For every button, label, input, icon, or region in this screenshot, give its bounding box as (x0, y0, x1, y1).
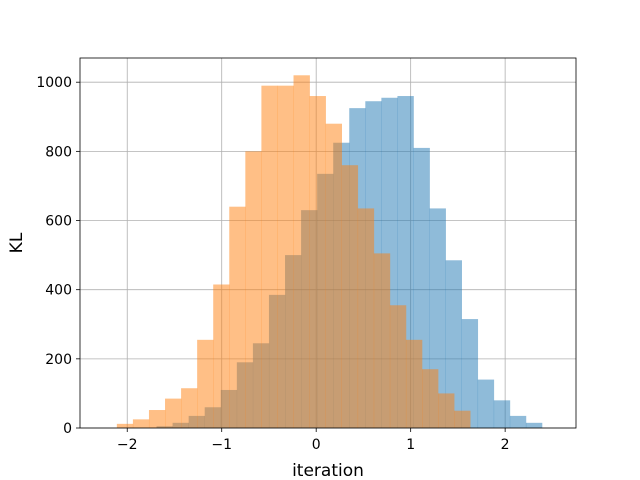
histogram-bar-series-2 (181, 388, 198, 428)
y-axis-label: KL (7, 232, 27, 253)
y-tick-label: 400 (45, 283, 72, 299)
axes-frame (79, 57, 577, 429)
histogram-bars (116, 75, 543, 429)
histogram-bar-series-2 (389, 305, 407, 428)
histogram-bar-series-2 (116, 423, 134, 428)
histogram-bar-series-2 (309, 96, 326, 428)
histogram-bar-series-2 (213, 284, 230, 428)
histogram-bar-series-2 (422, 369, 439, 428)
y-tick-label: 0 (63, 421, 72, 437)
y-tick-label: 600 (45, 214, 72, 230)
x-tick-label: 1 (406, 437, 415, 453)
histogram-bar-series-1 (477, 379, 495, 428)
histogram-bar-series-2 (325, 123, 342, 429)
histogram-bar-series-1 (493, 400, 511, 428)
histogram-bar-series-2 (357, 208, 375, 428)
histogram-bar-series-2 (373, 253, 391, 428)
histogram-bar-series-1 (525, 422, 543, 428)
y-tick-label: 1000 (36, 75, 72, 91)
histogram-bar-series-2 (261, 85, 278, 429)
histogram-bar-series-2 (148, 410, 166, 428)
histogram-bar-series-2 (438, 393, 455, 428)
x-tick-label: −2 (117, 437, 138, 453)
histogram-bar-series-1 (461, 319, 479, 428)
histogram-bar-series-2 (293, 75, 310, 428)
y-tick-label: 200 (45, 352, 72, 368)
x-tick-label: 0 (312, 437, 321, 453)
y-tick-label: 800 (45, 144, 72, 160)
histogram-bar-series-2 (454, 410, 471, 428)
histogram-bar-series-2 (165, 398, 182, 428)
histogram-bar-series-2 (245, 151, 262, 428)
histogram-bar-series-2 (405, 339, 423, 428)
histogram-bar-series-2 (277, 85, 294, 429)
axis-ticks: −2 −1 0 1 2 0 200 400 600 800 1000 (36, 75, 509, 453)
histogram-bar-series-2 (229, 206, 246, 428)
histogram-bar-series-1 (445, 260, 462, 428)
x-tick-label: 2 (501, 437, 510, 453)
histogram-bar-series-2 (197, 339, 214, 428)
histogram-bar-series-2 (132, 419, 150, 428)
histogram-bar-series-1 (509, 415, 527, 428)
x-tick-label: −1 (211, 437, 232, 453)
histogram-bar-series-2 (341, 165, 359, 428)
x-axis-label: iteration (292, 461, 364, 480)
